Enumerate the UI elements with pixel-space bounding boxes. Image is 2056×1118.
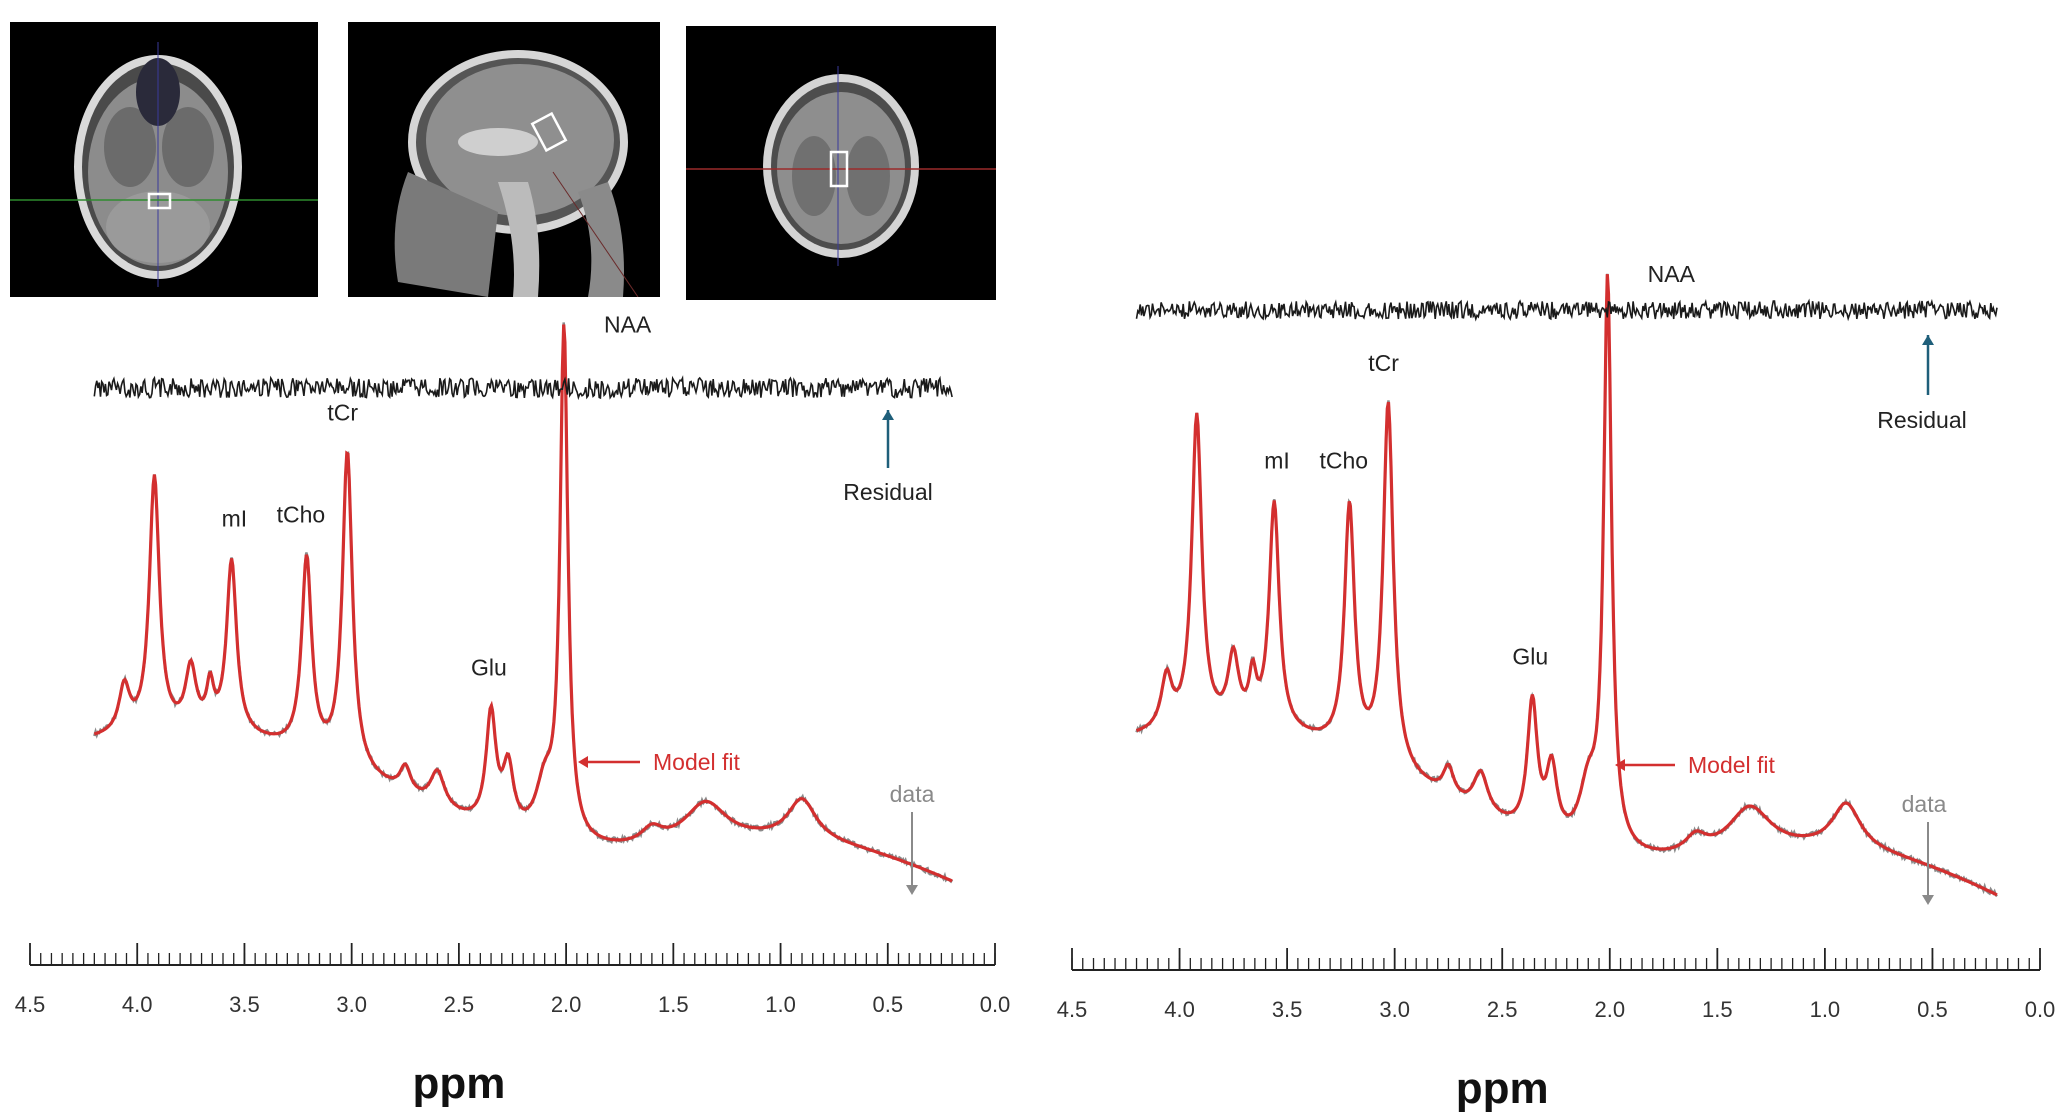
- model-fit-label: Model fit: [653, 749, 741, 775]
- x-tick-label: 2.0: [1594, 997, 1625, 1022]
- x-tick-label: 4.5: [1057, 997, 1088, 1022]
- x-tick-label: 1.5: [1702, 997, 1733, 1022]
- data-series-line: [1135, 273, 1998, 898]
- data-arrow-head: [906, 885, 918, 895]
- data-label: data: [890, 781, 935, 807]
- spectrum-panel-left: NAA tCr tCho mI Glu Residual Model fit data 4.5 4…: [15, 312, 1011, 1108]
- peak-label-mi: mI: [1264, 448, 1290, 474]
- x-axis-title: ppm: [1456, 1064, 1549, 1113]
- residual-arrow-head: [1922, 335, 1934, 345]
- peak-label-glu: Glu: [1512, 644, 1548, 670]
- x-tick-label: 3.0: [336, 992, 367, 1017]
- peak-label-mi: mI: [222, 505, 248, 531]
- x-tick-label: 4.0: [1164, 997, 1195, 1022]
- model-fit-arrow-head: [578, 756, 588, 768]
- x-tick-label: 2.0: [551, 992, 582, 1017]
- model-fit-arrow-head: [1615, 759, 1625, 771]
- voxel-box-sagittal: [530, 111, 568, 153]
- mri-coronal-image: [686, 26, 996, 300]
- data-arrow-head: [1922, 895, 1934, 905]
- x-tick-label: 0.0: [980, 992, 1011, 1017]
- model-fit-line: [1135, 274, 1998, 897]
- x-tick-label: 1.0: [1810, 997, 1841, 1022]
- data-label: data: [1902, 791, 1947, 817]
- voxel-box-axial: [147, 192, 172, 210]
- x-tick-label: 0.5: [1917, 997, 1948, 1022]
- peak-label-tcr: tCr: [327, 399, 358, 425]
- x-tick-label: 3.5: [1272, 997, 1303, 1022]
- residual-line: [93, 375, 953, 401]
- spectrum-panel-right: NAA tCr tCho mI Glu Residual Model fit data 4.5 4…: [1057, 261, 2056, 1113]
- model-fit-label: Model fit: [1688, 752, 1776, 778]
- peak-label-tcho: tCho: [1319, 448, 1368, 474]
- residual-line: [1135, 298, 1998, 322]
- residual-label: Residual: [1877, 407, 1967, 433]
- mri-coronal-view: [686, 26, 996, 300]
- peak-label-glu: Glu: [471, 655, 507, 681]
- x-tick-label: 4.0: [122, 992, 153, 1017]
- model-fit-line: [93, 324, 953, 883]
- mri-sagittal-image: [348, 22, 660, 297]
- x-tick-label: 2.5: [444, 992, 475, 1017]
- x-tick-label: 1.0: [765, 992, 796, 1017]
- data-series-line: [93, 322, 954, 884]
- mri-axial-view: [10, 22, 318, 297]
- x-tick-label: 0.5: [872, 992, 903, 1017]
- x-tick-label: 1.5: [658, 992, 689, 1017]
- voxel-box-coronal: [829, 150, 849, 188]
- peak-label-naa: NAA: [604, 312, 652, 338]
- x-axis-title: ppm: [412, 1059, 505, 1108]
- peak-label-tcho: tCho: [277, 501, 326, 527]
- x-tick-label: 0.0: [2025, 997, 2056, 1022]
- x-tick-label: 2.5: [1487, 997, 1518, 1022]
- peak-label-tcr: tCr: [1368, 350, 1399, 376]
- residual-label: Residual: [843, 479, 933, 505]
- x-tick-label: 3.5: [229, 992, 260, 1017]
- x-tick-label: 4.5: [15, 992, 46, 1017]
- mri-axial-image: [10, 22, 318, 297]
- peak-label-naa: NAA: [1648, 261, 1696, 287]
- x-tick-label: 3.0: [1379, 997, 1410, 1022]
- residual-arrow-head: [882, 410, 894, 420]
- mri-sagittal-view: [348, 22, 660, 297]
